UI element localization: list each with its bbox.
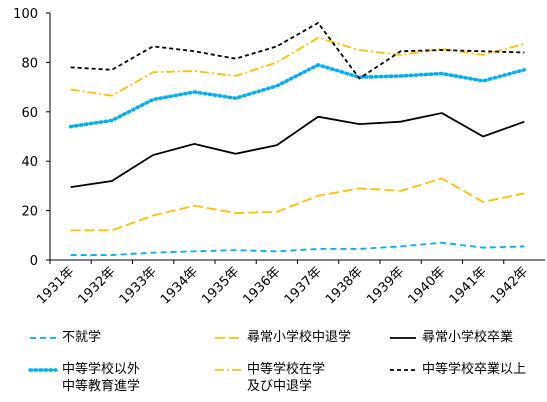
legend-label: 尋常小学校卒業 bbox=[422, 330, 514, 345]
legend-label: 尋常小学校中退学 bbox=[247, 330, 352, 345]
x-tick-label: 1932年 bbox=[76, 264, 119, 307]
y-tick-label: 20 bbox=[21, 205, 38, 220]
y-tick-label: 40 bbox=[21, 155, 38, 170]
x-tick-label: 1936年 bbox=[241, 264, 284, 307]
legend-label: 中等学校以外 中等教育進学 bbox=[62, 362, 141, 394]
y-tick-label: 0 bbox=[30, 254, 38, 269]
x-tick-label: 1933年 bbox=[117, 264, 160, 307]
x-tick-label: 1934年 bbox=[158, 264, 201, 307]
y-tick-label: 60 bbox=[21, 106, 38, 121]
x-tick-label: 1935年 bbox=[199, 264, 242, 307]
line-series bbox=[70, 112, 525, 189]
legend-label: 不就学 bbox=[62, 330, 102, 345]
x-tick-label: 1931年 bbox=[34, 264, 77, 307]
line-series bbox=[70, 21, 525, 80]
line-series bbox=[70, 241, 525, 256]
legend-label: 中等学校卒業以上 bbox=[422, 362, 527, 377]
x-tick-label: 1938年 bbox=[323, 264, 366, 307]
line-series bbox=[68, 62, 527, 129]
x-tick-label: 1939年 bbox=[364, 264, 407, 307]
legend-label: 中等学校在学 及び中退学 bbox=[247, 362, 326, 394]
line-series bbox=[70, 177, 525, 232]
line-series bbox=[70, 36, 525, 97]
y-tick-label: 100 bbox=[13, 7, 38, 22]
x-tick-label: 1940年 bbox=[406, 264, 449, 307]
x-tick-label: 1941年 bbox=[447, 264, 490, 307]
x-tick-label: 1937年 bbox=[282, 264, 325, 307]
x-tick-label: 1942年 bbox=[488, 264, 531, 307]
y-tick-label: 80 bbox=[21, 56, 38, 71]
